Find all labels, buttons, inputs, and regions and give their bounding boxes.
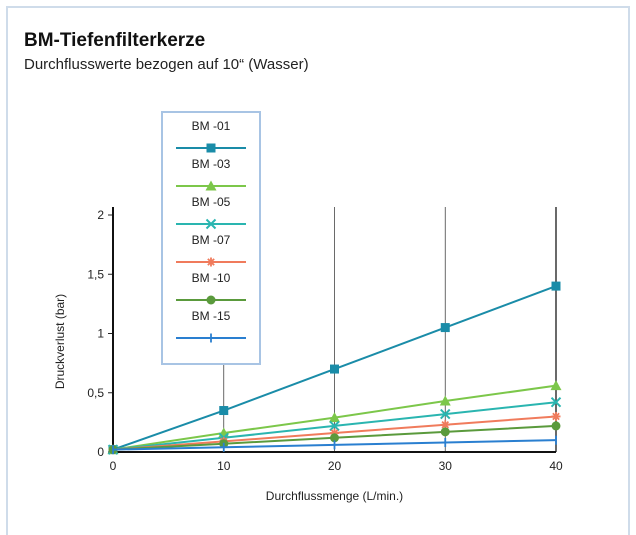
series-group xyxy=(107,281,562,455)
data-point-x xyxy=(205,218,217,230)
data-point-circle xyxy=(440,427,450,437)
data-point-square xyxy=(551,281,561,291)
legend-box xyxy=(161,111,261,365)
chart-title: BM-Tiefenfilterkerze xyxy=(24,30,206,51)
data-point-triangle xyxy=(439,395,451,406)
y-tick-label: 0,5 xyxy=(87,386,104,400)
data-point-asterisk xyxy=(330,428,339,438)
tick-labels: 0 10 20 30 40 0 0,5 1 1,5 2 xyxy=(87,208,563,473)
data-point-x xyxy=(329,420,340,432)
chart-subtitle: Durchflusswerte bezogen auf 10“ (Wasser) xyxy=(24,56,309,73)
legend-label: BM -10 xyxy=(192,271,231,285)
chart-frame xyxy=(6,6,630,535)
legend-label: BM -01 xyxy=(192,119,231,133)
series-bm-10 xyxy=(108,421,561,455)
data-point-triangle xyxy=(205,180,217,191)
x-tick-label: 30 xyxy=(439,459,453,473)
legend-label: BM -07 xyxy=(192,233,231,247)
y-axis-label: Druckverlust (bar) xyxy=(53,294,67,389)
x-tick-label: 40 xyxy=(549,459,563,473)
data-point-x xyxy=(550,397,562,408)
axes xyxy=(108,207,556,453)
x-tick-label: 20 xyxy=(328,459,342,473)
data-point-asterisk xyxy=(206,257,216,267)
y-tick-label: 1,5 xyxy=(87,267,104,281)
data-point-square xyxy=(206,143,216,153)
data-point-square xyxy=(219,406,229,416)
data-point-asterisk xyxy=(440,420,450,430)
legend: BM -01 BM -03 BM -05 BM -07 BM -10 BM -15 xyxy=(161,111,261,365)
data-point-circle xyxy=(206,295,216,305)
x-tick-label: 0 xyxy=(110,459,117,473)
data-point-circle xyxy=(330,433,339,443)
data-point-triangle xyxy=(550,380,562,391)
data-point-x xyxy=(440,408,451,420)
data-point-square xyxy=(440,323,450,333)
grid-lines xyxy=(223,207,557,452)
x-tick-label: 10 xyxy=(217,459,231,473)
y-tick-label: 0 xyxy=(97,445,104,459)
data-point-square xyxy=(330,364,339,374)
legend-label: BM -05 xyxy=(192,195,231,209)
data-point-triangle xyxy=(329,412,340,423)
data-point-circle xyxy=(551,421,561,431)
x-axis-label: Durchflussmenge (L/min.) xyxy=(266,489,403,503)
legend-label: BM -03 xyxy=(192,157,231,171)
y-tick-label: 1 xyxy=(97,327,104,341)
series-bm-15 xyxy=(112,435,557,455)
data-point-asterisk xyxy=(551,411,561,421)
legend-label: BM -15 xyxy=(192,309,231,323)
y-tick-label: 2 xyxy=(97,208,104,222)
